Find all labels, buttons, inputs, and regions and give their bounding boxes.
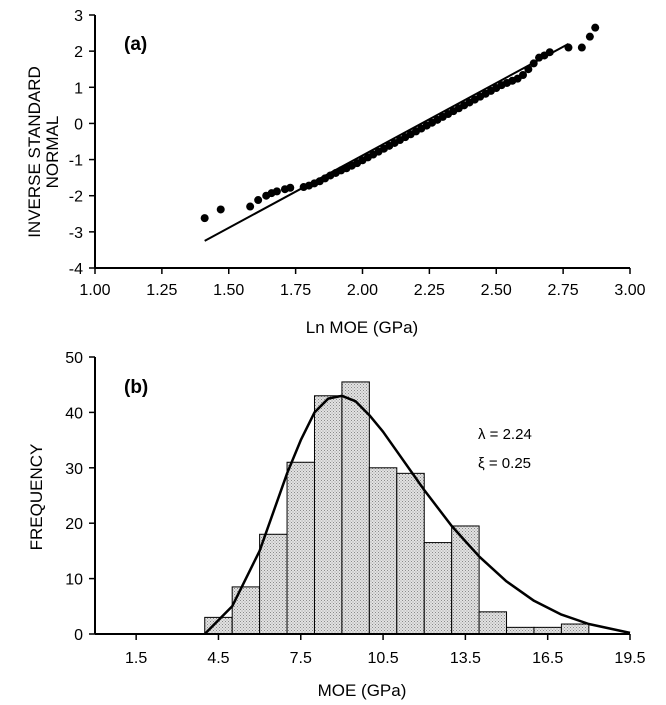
panel-a-y-axis-label-line1: INVERSE STANDARD bbox=[25, 66, 44, 238]
panel-a-y-tick-label: -1 bbox=[69, 153, 83, 170]
panel-b-y-tick-label: 30 bbox=[65, 461, 83, 478]
panel-b-bar bbox=[368, 467, 398, 635]
panel-a-point bbox=[545, 48, 554, 57]
panel-a-x-tick-labels: 1.00 1.25 1.50 1.75 2.00 2.25 2.50 2.75 3.00 bbox=[79, 282, 645, 299]
panel-a-point bbox=[577, 43, 586, 52]
panel-b-x-axis-label: MOE (GPa) bbox=[318, 681, 407, 700]
panel-b-bar bbox=[423, 542, 453, 635]
panel-b-y-tick-label: 40 bbox=[65, 405, 83, 422]
panel-b-bar bbox=[231, 586, 261, 635]
panel-a-fit-line-segment bbox=[204, 43, 569, 242]
panel-a-x-tick-label: 2.00 bbox=[347, 282, 378, 299]
panel-a-x-tick-label: 1.00 bbox=[79, 282, 110, 299]
panel-b-bars bbox=[204, 381, 590, 635]
panel-b-bar bbox=[560, 623, 590, 635]
panel-b-fitted-curve bbox=[203, 394, 631, 635]
panel-a-axes bbox=[89, 14, 631, 274]
panel-a-label: (a) bbox=[124, 34, 147, 55]
panel-a-x-tick-label: 1.75 bbox=[280, 282, 311, 299]
panel-b-label: (b) bbox=[124, 377, 148, 398]
panel-a-x-axis-label: Ln MOE (GPa) bbox=[306, 318, 418, 337]
panel-b-y-tick-labels: 50 40 30 20 10 0 bbox=[65, 350, 83, 644]
panel-a-points bbox=[200, 23, 600, 223]
panel-a-point bbox=[272, 187, 281, 196]
panel-a-y-tick-label: -4 bbox=[69, 261, 83, 278]
panel-b-xi-annotation: ξ = 0.25 bbox=[478, 455, 531, 472]
panel-a-point bbox=[286, 183, 295, 192]
panel-a-point bbox=[246, 202, 255, 211]
panel-b-y-tick-label: 50 bbox=[65, 350, 83, 367]
panel-a-y-axis-label-line2: NORMAL bbox=[43, 116, 62, 189]
panel-b-bar bbox=[451, 525, 480, 635]
panel-a-y-tick-label: -3 bbox=[69, 225, 83, 242]
panel-b-bar bbox=[313, 395, 343, 635]
panel-a-point bbox=[591, 23, 600, 32]
panel-a-y-tick-label: 0 bbox=[74, 116, 83, 133]
panel-b-curve-path bbox=[203, 394, 631, 635]
panel-a-x-tick-label: 1.25 bbox=[146, 282, 177, 299]
panel-b-bar bbox=[396, 472, 425, 635]
panel-a-y-tick-labels: 3 2 1 0 -1 -2 -3 -4 bbox=[69, 8, 83, 278]
panel-b-y-axis-label: FREQUENCY bbox=[27, 444, 46, 551]
panel-a-point bbox=[585, 32, 594, 41]
panel-a-point bbox=[524, 65, 533, 74]
panel-b-x-tick-label: 16.5 bbox=[532, 650, 563, 667]
panel-a-point bbox=[529, 59, 538, 68]
panel-b-y-tick-label: 20 bbox=[65, 516, 83, 533]
panel-a-point bbox=[519, 70, 527, 79]
panel-b-bar bbox=[478, 611, 508, 635]
panel-b-x-tick-label: 13.5 bbox=[450, 650, 481, 667]
panel-a-x-tick-label: 2.25 bbox=[414, 282, 445, 299]
panel-a-y-tick-label: 1 bbox=[74, 80, 83, 97]
panel-b-x-tick-label: 19.5 bbox=[614, 650, 645, 667]
panel-b-x-tick-label: 4.5 bbox=[207, 650, 229, 667]
panel-a-y-tick-label: 2 bbox=[74, 44, 83, 61]
panel-b-bar bbox=[286, 461, 315, 635]
panel-b-y-tick-label: 0 bbox=[74, 627, 83, 644]
panel-a-x-tick-label: 1.50 bbox=[213, 282, 244, 299]
panel-b-chart: 1.5 4.5 7.5 10.5 13.5 16.5 19.5 50 40 30 20 10 0 (b… bbox=[27, 350, 646, 700]
panel-b-x-tick-label: 1.5 bbox=[125, 650, 147, 667]
panel-b-x-tick-label: 7.5 bbox=[290, 650, 312, 667]
panel-b-axes bbox=[89, 356, 631, 640]
panel-a-point bbox=[564, 43, 573, 52]
panel-b-bar bbox=[259, 533, 288, 635]
panel-b-lambda-annotation: λ = 2.24 bbox=[478, 426, 532, 443]
panel-b-bar bbox=[341, 381, 370, 635]
panel-a-point bbox=[254, 196, 263, 205]
panel-a-point bbox=[216, 205, 225, 214]
panel-a-x-tick-label: 3.00 bbox=[614, 282, 645, 299]
panel-a-x-tick-label: 2.75 bbox=[548, 282, 579, 299]
panel-b-y-tick-label: 10 bbox=[65, 572, 83, 589]
panel-a-y-tick-label: -2 bbox=[69, 189, 83, 206]
panel-a-x-tick-label: 2.50 bbox=[481, 282, 512, 299]
panel-b-x-tick-label: 10.5 bbox=[368, 650, 399, 667]
panel-a-point bbox=[200, 214, 209, 223]
panel-a-chart: 1.00 1.25 1.50 1.75 2.00 2.25 2.50 2.75 3.00 3 2 1… bbox=[25, 8, 646, 337]
panel-a-y-tick-label: 3 bbox=[74, 8, 83, 25]
panel-b-x-tick-labels: 1.5 4.5 7.5 10.5 13.5 16.5 19.5 bbox=[125, 650, 646, 667]
panel-a-fit-line bbox=[204, 43, 569, 242]
